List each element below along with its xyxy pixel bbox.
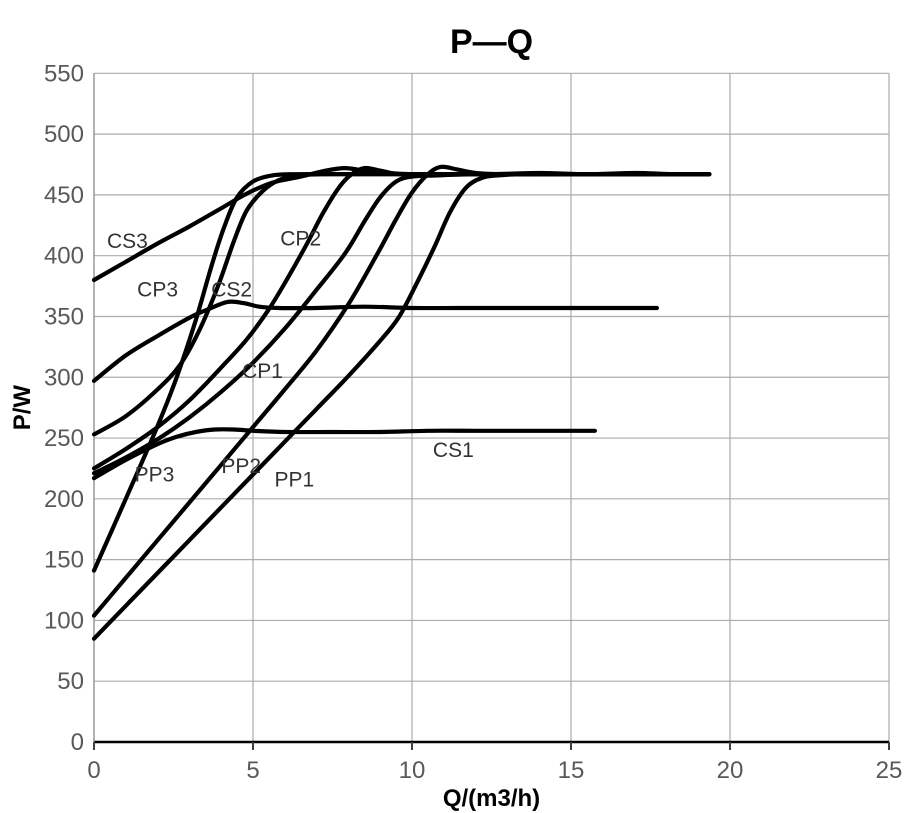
x-tick-label: 5 [246, 757, 259, 784]
curve-labels: CS3 CP3 CS2 CP2 CP1 CS1 PP3 PP2 PP1 [107, 228, 474, 492]
curve-label-cp1: CP1 [242, 360, 283, 383]
chart-title: P—Q [450, 23, 533, 61]
x-tick-label: 0 [87, 757, 100, 784]
series-curves [91, 164, 712, 641]
y-tick-label: 400 [44, 243, 84, 270]
x-tick-label: 20 [717, 757, 744, 784]
x-axis-title: Q/(m3/h) [443, 785, 540, 812]
series-pp1 [91, 172, 712, 641]
curve-label-cs1: CS1 [433, 439, 474, 462]
x-tick-label: 15 [558, 757, 585, 784]
series-cs2 [91, 299, 659, 383]
curve-label-pp2: PP2 [221, 455, 261, 478]
series-cs3 [91, 166, 712, 283]
y-tick-label: 50 [57, 668, 84, 695]
curve-label-cs3: CS3 [107, 230, 148, 253]
y-tick-label: 550 [44, 60, 84, 87]
x-tick-label: 10 [399, 757, 426, 784]
series-pp3 [91, 172, 712, 573]
y-tick-label: 350 [44, 303, 84, 330]
y-tick-label: 150 [44, 547, 84, 574]
y-tick-label: 250 [44, 425, 84, 452]
series-pp2 [91, 164, 712, 618]
x-tick-label: 25 [876, 757, 903, 784]
series-cp1 [91, 172, 712, 476]
curve-label-cp3: CP3 [137, 279, 178, 302]
series-cs1 [91, 427, 597, 481]
y-tick-label: 100 [44, 607, 84, 634]
tick-labels: 0 50 100 150 200 250 300 350 400 450 500 550 0 5 10 15 2… [44, 60, 902, 784]
y-axis-title: P/W [9, 385, 36, 431]
curve-label-cs2: CS2 [211, 279, 252, 302]
y-tick-label: 0 [71, 729, 84, 756]
curve-label-pp3: PP3 [135, 464, 175, 487]
axes [93, 73, 890, 750]
curve-label-pp1: PP1 [274, 468, 314, 491]
curve-label-cp2: CP2 [280, 228, 321, 251]
y-tick-label: 450 [44, 182, 84, 209]
y-tick-label: 300 [44, 364, 84, 391]
y-tick-label: 200 [44, 486, 84, 513]
y-tick-label: 500 [44, 121, 84, 148]
